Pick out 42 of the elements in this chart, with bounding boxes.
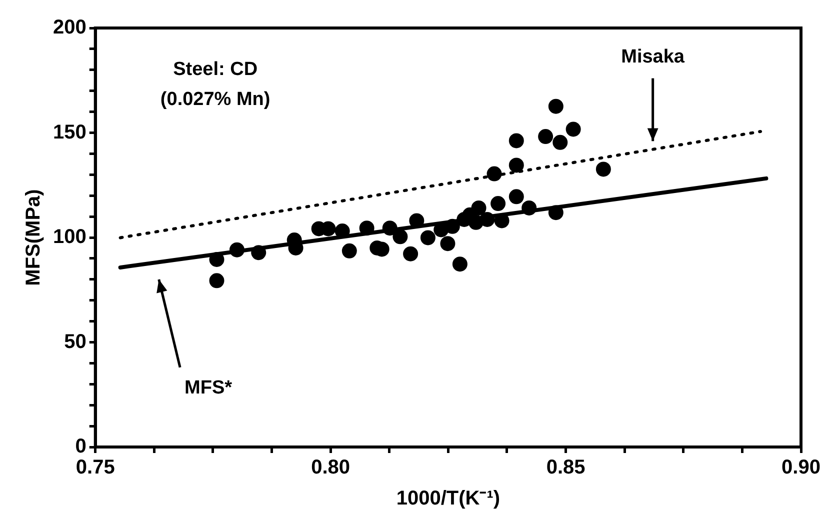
point xyxy=(548,98,564,114)
point xyxy=(548,205,564,220)
point xyxy=(596,162,611,177)
x-tick-label: 0.80 xyxy=(311,456,350,479)
y-tick-label: 0 xyxy=(75,436,86,458)
y-tick-label: 100 xyxy=(52,226,86,248)
y-axis-title: MFS(MPa) xyxy=(22,189,45,286)
y-tick-label: 50 xyxy=(64,330,86,353)
point xyxy=(403,246,418,262)
point xyxy=(486,166,502,182)
point xyxy=(508,189,524,204)
point xyxy=(382,220,398,236)
point xyxy=(471,200,486,216)
annotation: Steel: CD (0.027% Mn) xyxy=(160,59,270,110)
x-tick-label: 0.85 xyxy=(546,456,586,479)
point xyxy=(392,229,408,244)
point xyxy=(522,200,537,216)
y-tick-label: 150 xyxy=(52,121,86,144)
point xyxy=(209,252,224,267)
x-tick-label: 0.75 xyxy=(76,456,115,479)
point xyxy=(359,220,374,236)
x-tick-label: 0.90 xyxy=(782,456,820,479)
annotation: Misaka xyxy=(621,46,685,68)
y-tick-label: 200 xyxy=(52,16,86,39)
point xyxy=(538,129,554,144)
annotation: MFS* xyxy=(184,378,233,399)
point xyxy=(452,256,468,272)
point xyxy=(444,218,460,234)
point xyxy=(508,158,524,173)
point xyxy=(566,122,581,137)
x-axis-title: 1000/T(K⁻¹) xyxy=(396,488,500,510)
point xyxy=(342,243,357,258)
point xyxy=(209,273,224,288)
point xyxy=(440,236,456,252)
point xyxy=(229,242,244,258)
point xyxy=(508,133,524,148)
point xyxy=(480,212,495,227)
point xyxy=(490,196,506,212)
point xyxy=(420,230,436,246)
point xyxy=(251,245,266,260)
point xyxy=(494,213,510,228)
point xyxy=(552,134,568,150)
